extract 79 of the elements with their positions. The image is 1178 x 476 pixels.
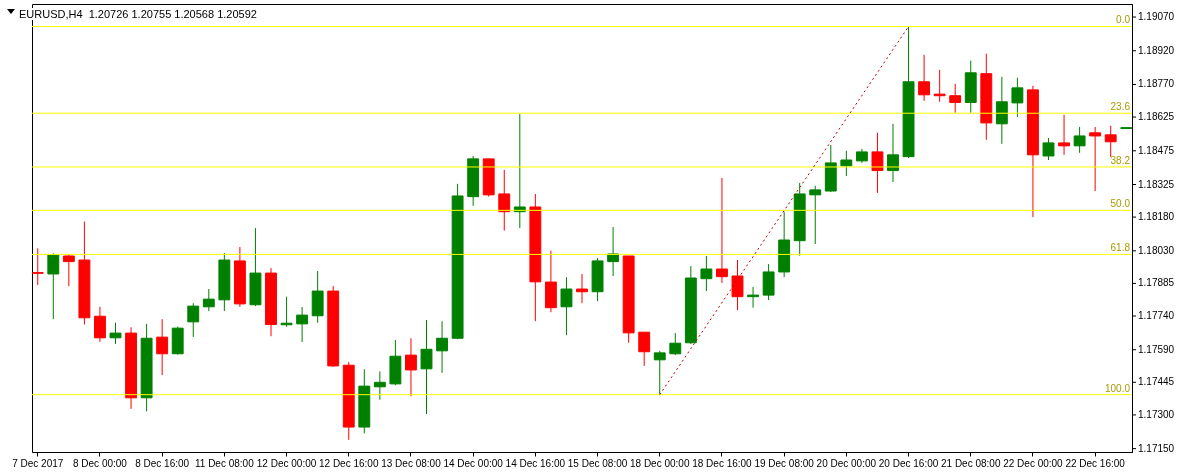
x-tick-label: 18 Dec 16:00 xyxy=(692,457,753,469)
x-tick-label: 21 Dec 08:00 xyxy=(941,457,1001,469)
annotation: 61.8 xyxy=(1110,242,1131,254)
y-tick-label: 1.18475 xyxy=(1138,144,1175,156)
y-tick-label: 1.18325 xyxy=(1138,178,1175,190)
annotation: 23.6 xyxy=(1110,101,1131,113)
candlestick xyxy=(762,263,775,301)
x-tick-label: 11 Dec 08:00 xyxy=(194,457,255,469)
candlestick xyxy=(1073,126,1086,154)
x-tick-label: 14 Dec 00:00 xyxy=(443,457,504,469)
candlestick xyxy=(949,83,962,114)
candlestick xyxy=(1011,77,1024,118)
candlestick xyxy=(47,252,60,320)
x-tick-label: 15 Dec 08:00 xyxy=(567,457,628,469)
candlestick xyxy=(560,276,573,336)
x-tick-label: 8 Dec 00:00 xyxy=(72,457,128,469)
x-tick-label: 19 Dec 08:00 xyxy=(754,457,815,469)
x-tick-label: 22 Dec 00:00 xyxy=(1003,457,1064,469)
candlestick xyxy=(700,255,713,292)
candlestick xyxy=(62,253,75,287)
y-tick-label: 1.17590 xyxy=(1138,343,1175,355)
candlestick xyxy=(498,169,511,232)
x-tick-label: 20 Dec 16:00 xyxy=(878,457,939,469)
candlestick xyxy=(1042,137,1055,161)
candlestick xyxy=(731,259,744,311)
candlestick xyxy=(1104,125,1117,158)
candlestick xyxy=(373,370,386,401)
y-tick-label: 1.18920 xyxy=(1138,44,1175,56)
y-tick-label: 1.17885 xyxy=(1138,277,1175,289)
y-tick-label: 1.18625 xyxy=(1138,111,1175,123)
candlestick xyxy=(436,320,448,374)
x-tick-label: 12 Dec 00:00 xyxy=(256,457,317,469)
candlestick xyxy=(747,286,759,309)
candlestick xyxy=(156,318,169,376)
candlestick xyxy=(995,76,1008,145)
candlestick xyxy=(933,69,946,103)
annotation: 38.2 xyxy=(1110,154,1131,166)
candlestick xyxy=(513,113,526,229)
candlestick xyxy=(420,319,433,415)
annotation: 50.0 xyxy=(1110,198,1131,210)
x-tick-label: 8 Dec 16:00 xyxy=(135,457,190,469)
candlestick xyxy=(405,337,417,397)
candlestick xyxy=(669,332,682,356)
y-tick-label: 1.18770 xyxy=(1138,78,1175,90)
y-tick-label: 1.17300 xyxy=(1138,408,1175,420)
candlestick xyxy=(109,322,122,345)
y-tick-label: 1.17445 xyxy=(1138,376,1175,388)
candlestick xyxy=(296,306,309,343)
chart-title: EURUSD,H4 1.20726 1.20755 1.20568 1.20592 xyxy=(19,8,257,20)
candlestick xyxy=(1089,126,1102,192)
y-tick-label: 1.17150 xyxy=(1138,442,1175,454)
y-tick-label: 1.17740 xyxy=(1138,310,1175,321)
y-tick-label: 1.18030 xyxy=(1138,244,1175,256)
candlestick xyxy=(871,132,884,194)
x-tick-label: 13 Dec 08:00 xyxy=(381,457,442,469)
candlestick xyxy=(576,273,588,304)
annotation: 0.0 xyxy=(1116,14,1131,26)
x-tick-label: 7 Dec 2017 xyxy=(12,457,64,469)
candlestick xyxy=(202,288,215,312)
candlestick xyxy=(187,302,200,338)
x-tick-label: 12 Dec 16:00 xyxy=(319,457,379,469)
candlestick xyxy=(887,123,899,183)
y-tick-label: 1.19070 xyxy=(1138,11,1175,23)
candlestick xyxy=(840,150,853,177)
candlestick xyxy=(94,306,106,343)
candlestick xyxy=(716,177,728,284)
annotation: 100.0 xyxy=(1104,382,1131,394)
candlestick xyxy=(1058,114,1070,156)
x-tick-label: 14 Dec 16:00 xyxy=(505,457,566,469)
candlestick xyxy=(653,350,666,396)
x-tick-label: 22 Dec 16:00 xyxy=(1065,457,1126,469)
candlestick xyxy=(918,54,931,102)
x-tick-label: 20 Dec 00:00 xyxy=(816,457,877,469)
candlestick xyxy=(607,226,620,277)
candlestick xyxy=(809,185,822,245)
x-tick-label: 18 Dec 00:00 xyxy=(630,457,690,469)
candlestick xyxy=(31,247,44,286)
y-tick-label: 1.18180 xyxy=(1138,211,1175,223)
candlestick xyxy=(638,331,651,367)
